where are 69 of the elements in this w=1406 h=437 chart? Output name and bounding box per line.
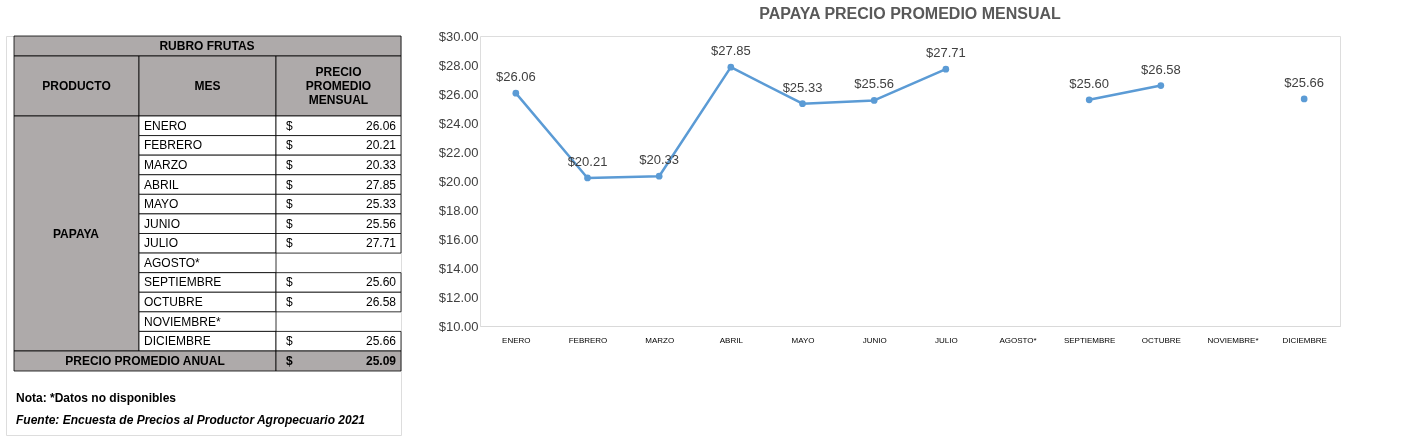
- text: $ 25.60: [286, 275, 396, 290]
- point: [655, 172, 663, 180]
- text: $ 27.85: [286, 177, 396, 192]
- data-label: $26.58: [1140, 61, 1181, 77]
- x-tick-label: ENERO: [502, 335, 531, 345]
- text: $ 20.33: [286, 157, 396, 172]
- y-tick-label: $14.00: [438, 260, 479, 276]
- text: $ 26.06: [286, 118, 396, 133]
- y-tick-label: $16.00: [438, 231, 479, 247]
- data-label: $26.06: [495, 69, 536, 85]
- text: MES: [194, 79, 221, 93]
- category-label: SEPTIEMBRE: [144, 275, 222, 290]
- y-tick-label: $28.00: [438, 57, 479, 73]
- text: $ 25.66: [286, 334, 396, 349]
- category-label: OCTUBRE: [144, 295, 203, 310]
- text: Nota: *Datos no disponibles: [16, 391, 177, 405]
- data-label: $27.71: [925, 45, 966, 61]
- x-tick-label: OCTUBRE: [1141, 335, 1181, 345]
- text: PRODUCTO: [42, 79, 111, 93]
- x-tick-label: SEPTIEMBRE: [1063, 335, 1116, 345]
- text: PRECIO PROMEDIO ANUAL: [65, 354, 225, 368]
- x-tick-label: JUNIO: [862, 335, 887, 345]
- data-label: $25.60: [1069, 75, 1110, 91]
- category-label: AGOSTO*: [144, 255, 201, 270]
- y-tick-label: $20.00: [438, 173, 479, 189]
- category-label: NOVIEMBRE*: [144, 314, 222, 329]
- text: $ 25.09: [286, 354, 396, 368]
- y-tick-label: $22.00: [438, 144, 479, 160]
- x-tick-label: ABRIL: [719, 335, 744, 345]
- text: RUBRO FRUTAS: [159, 39, 255, 53]
- x-tick-label: NOVIEMBRE*: [1207, 335, 1259, 345]
- x-tick-label: MAYO: [791, 335, 815, 345]
- category-label: ENERO: [144, 118, 187, 133]
- text: $ 25.33: [286, 197, 396, 212]
- point: [942, 65, 950, 73]
- y-tick-label: $26.00: [438, 86, 479, 102]
- x-tick-label: DICIEMBRE: [1282, 335, 1327, 345]
- text: PRECIO PROMEDIO MENSUAL: [305, 65, 372, 107]
- text: PAPAYA: [52, 226, 100, 241]
- x-tick-label: MARZO: [645, 335, 675, 345]
- data-label: $25.56: [854, 76, 895, 92]
- x-tick-label: JULIO: [935, 335, 958, 345]
- point: [799, 100, 806, 108]
- text: $ 27.71: [286, 236, 396, 251]
- data-label: $27.85: [710, 43, 751, 59]
- y-tick-label: $30.00: [438, 28, 479, 44]
- source-note: Fuente: Encuesta de Precios al Productor Agropecuario 2021: [16, 413, 366, 427]
- text: $ 25.56: [286, 216, 396, 231]
- x-tick-label: AGOSTO*: [999, 335, 1037, 345]
- data-label: $25.33: [782, 79, 823, 95]
- category-label: JUNIO: [144, 216, 180, 231]
- category-label: FEBRERO: [144, 138, 203, 153]
- text: $ 20.21: [286, 138, 396, 153]
- y-tick-label: $24.00: [438, 115, 479, 131]
- y-tick-label: $18.00: [438, 202, 479, 218]
- category-label: ABRIL: [144, 177, 180, 192]
- chart-title: PAPAYA PRECIO PROMEDIO MENSUAL: [759, 5, 1062, 22]
- point: [870, 97, 878, 104]
- data-label: $25.66: [1284, 74, 1325, 90]
- point: [584, 174, 591, 182]
- x-tick-label: FEBRERO: [568, 335, 608, 345]
- text: $ 26.58: [286, 295, 396, 310]
- point: [512, 89, 520, 97]
- point: [727, 63, 735, 71]
- category-label: MAYO: [144, 197, 179, 212]
- y-tick-label: $12.00: [438, 289, 479, 305]
- category-label: JULIO: [144, 236, 179, 251]
- category-label: MARZO: [144, 157, 188, 172]
- y-tick-label: $10.00: [438, 318, 479, 334]
